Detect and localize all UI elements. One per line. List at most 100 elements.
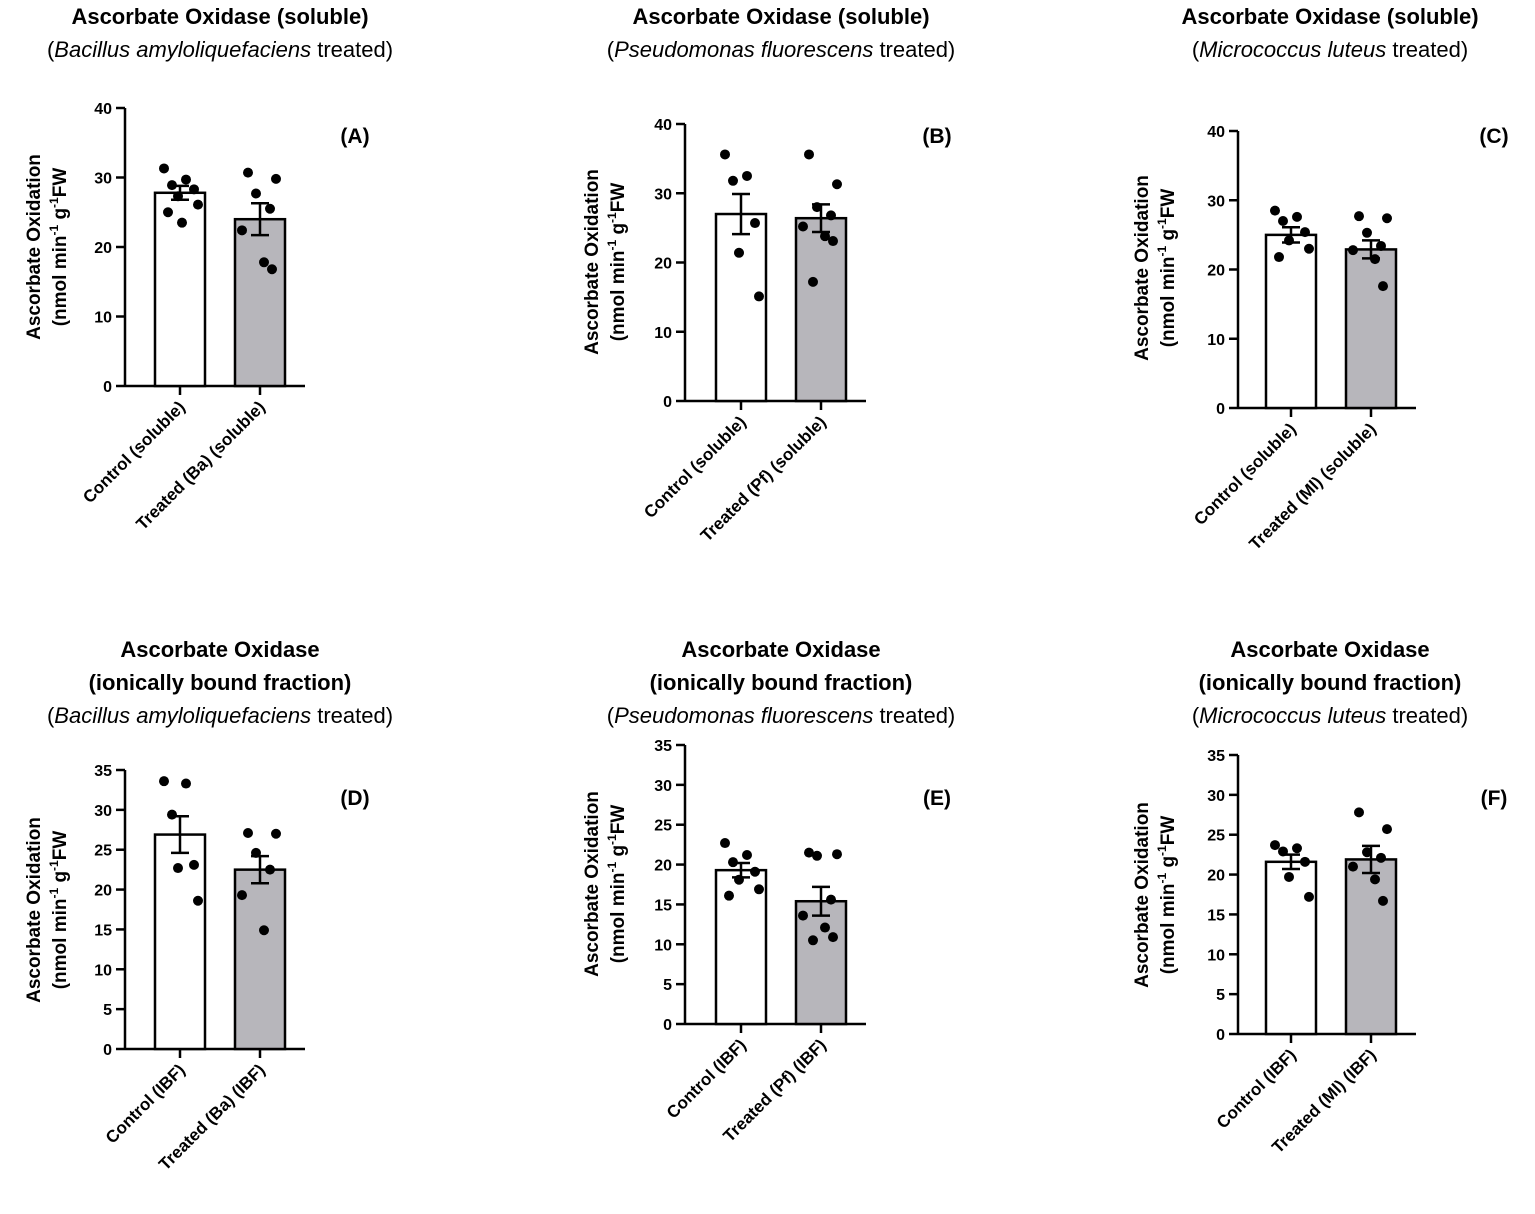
- y-tick-label: 25: [94, 843, 112, 860]
- data-point: [1300, 856, 1310, 867]
- subtitle-paren: (: [607, 37, 615, 62]
- chart-panel-f: Ascorbate Oxidase (ionically bound fracti…: [1132, 637, 1507, 1157]
- data-point: [1292, 843, 1302, 854]
- data-point: [265, 864, 275, 875]
- subtitle-suffix: treated): [1386, 37, 1468, 62]
- data-point: [1300, 227, 1310, 238]
- y-axis-label: Ascorbate Oxidation (nmol min-1 g-1FW: [24, 817, 71, 1003]
- x-category-label: Control (IBF): [663, 1035, 750, 1122]
- data-point: [820, 231, 830, 242]
- subtitle-suffix: treated): [1386, 703, 1468, 728]
- y-axis-label: Ascorbate Oxidation (nmol min-1 g-1FW: [24, 154, 71, 340]
- data-point: [1376, 240, 1386, 251]
- y-tick-label: 25: [1207, 828, 1225, 845]
- unit-part: (nmol min: [608, 251, 629, 342]
- species-name: Micrococcus luteus: [1199, 703, 1386, 728]
- treated-bar: [233, 217, 287, 388]
- data-point: [1348, 861, 1358, 872]
- subtitle-paren: (: [47, 703, 55, 728]
- unit-part: g: [1158, 229, 1179, 246]
- unit-part: FW: [50, 168, 71, 198]
- unit-part: g: [50, 871, 71, 888]
- unit-part: (nmol min: [1158, 884, 1179, 975]
- data-point: [1362, 847, 1372, 858]
- y-tick-label: 20: [654, 858, 672, 875]
- y-axis-label-line2: (nmol min-1 g-1FW: [47, 831, 71, 990]
- species-name: Bacillus amyloliquefaciens: [54, 703, 311, 728]
- data-point: [167, 180, 177, 191]
- unit-part: (nmol min: [608, 873, 629, 964]
- data-point: [828, 932, 838, 943]
- data-point: [237, 890, 247, 901]
- x-category-label: Control (IBF): [102, 1060, 189, 1147]
- y-axis-label-line1: Ascorbate Oxidation: [582, 791, 603, 977]
- data-point: [1370, 874, 1380, 885]
- data-point: [826, 894, 836, 905]
- data-point: [173, 191, 183, 202]
- data-point: [1270, 840, 1280, 851]
- y-tick-label: 25: [654, 818, 672, 835]
- data-point: [750, 218, 760, 229]
- y-axis-label: Ascorbate Oxidation (nmol min-1 g-1FW: [582, 169, 629, 355]
- data-point: [193, 895, 203, 906]
- y-axis-label-line2: (nmol min-1 g-1FW: [1155, 816, 1179, 975]
- y-tick-label: 5: [663, 977, 672, 994]
- control-bar: [1264, 860, 1318, 1036]
- chart-subtitle: (Pseudomonas fluorescens treated): [607, 703, 956, 728]
- data-point: [754, 884, 764, 895]
- data-point: [832, 849, 842, 860]
- data-point: [259, 257, 269, 268]
- treated-bar: [1344, 858, 1398, 1036]
- data-point: [804, 149, 814, 160]
- y-axis-label-line1: Ascorbate Oxidation: [1132, 802, 1153, 988]
- data-point: [243, 167, 253, 178]
- chart-panel-a: Ascorbate Oxidase (soluble) (Bacillus amy…: [24, 4, 393, 534]
- y-tick-label: 0: [103, 1042, 112, 1059]
- y-axis-label: Ascorbate Oxidation (nmol min-1 g-1FW: [582, 791, 629, 977]
- data-point: [750, 866, 760, 877]
- data-point: [243, 827, 253, 838]
- y-tick-label: 35: [654, 738, 672, 755]
- panel-label: (C): [1479, 125, 1508, 148]
- data-point: [754, 291, 764, 302]
- panel-label: (E): [923, 787, 951, 810]
- data-point: [1270, 205, 1280, 216]
- unit-superscript: -1: [1155, 845, 1169, 856]
- chart-title: Ascorbate Oxidase (soluble): [1181, 4, 1478, 29]
- data-point: [812, 202, 822, 213]
- data-point: [812, 850, 822, 861]
- y-tick-label: 0: [1216, 401, 1225, 418]
- unit-part: (nmol min: [1158, 257, 1179, 348]
- y-tick-label: 30: [1207, 193, 1225, 210]
- subtitle-paren: (: [47, 37, 55, 62]
- data-point: [1304, 243, 1314, 254]
- y-tick-label: 30: [1207, 788, 1225, 805]
- y-tick-label: 10: [94, 310, 112, 327]
- data-point: [163, 207, 173, 218]
- unit-part: g: [608, 223, 629, 240]
- subtitle-suffix: treated): [311, 37, 393, 62]
- data-point: [720, 149, 730, 160]
- data-point: [1370, 254, 1380, 265]
- data-point: [832, 179, 842, 190]
- panel-label: (B): [922, 125, 951, 148]
- data-point: [259, 925, 269, 936]
- unit-part: g: [608, 845, 629, 862]
- data-point: [1378, 895, 1388, 906]
- chart-title: (ionically bound fraction): [1199, 670, 1462, 695]
- chart-panel-e: Ascorbate Oxidase (ionically bound fracti…: [582, 637, 955, 1146]
- y-tick-label: 30: [654, 186, 672, 203]
- y-tick-label: 20: [1207, 868, 1225, 885]
- data-point: [1354, 807, 1364, 818]
- data-point: [1278, 846, 1288, 857]
- chart-panel-d: Ascorbate Oxidase (ionically bound fracti…: [24, 637, 393, 1174]
- data-point: [1348, 245, 1358, 256]
- y-tick-label: 20: [654, 256, 672, 273]
- y-tick-label: 30: [94, 171, 112, 188]
- x-category-label: Treated (Ba) (soluble): [132, 397, 268, 533]
- data-point: [724, 890, 734, 901]
- y-tick-label: 15: [654, 897, 672, 914]
- subtitle-paren: (: [1192, 37, 1200, 62]
- data-point: [1292, 211, 1302, 222]
- y-tick-label: 0: [1216, 1027, 1225, 1044]
